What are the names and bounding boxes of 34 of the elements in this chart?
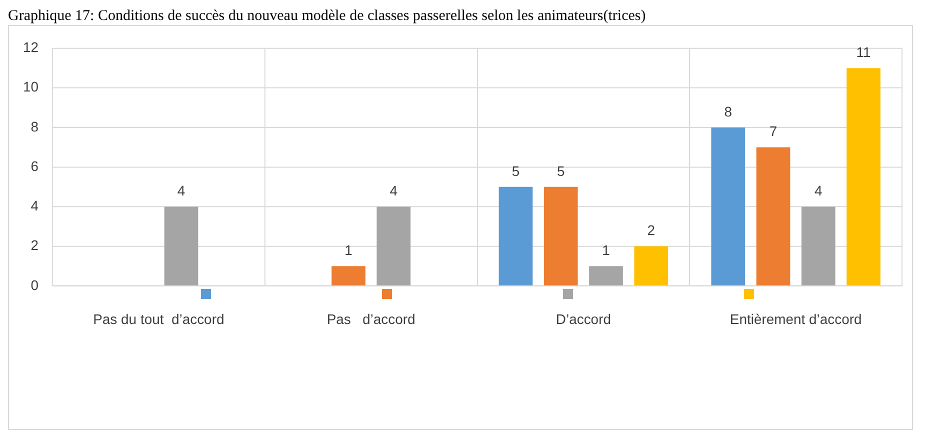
data-label: 5 (556, 162, 565, 179)
bar (544, 186, 578, 286)
data-label: 4 (177, 182, 186, 199)
data-label: 1 (344, 242, 353, 258)
data-label: 11 (856, 44, 872, 60)
x-tick-label: D’accord (556, 311, 611, 327)
data-label: 5 (512, 162, 520, 179)
bar (164, 206, 198, 286)
x-tick-label: Pas du tout d’accord (93, 311, 224, 327)
x-tick-label: Entièrement d’accord (730, 311, 862, 327)
bar (711, 127, 746, 286)
y-tick-label: 0 (30, 276, 39, 293)
data-label: 7 (769, 123, 778, 140)
bar (376, 206, 411, 286)
y-tick-label: 10 (22, 78, 39, 95)
bar (756, 147, 790, 286)
x-tick-label: Pas d’accord (326, 311, 416, 327)
bar (332, 266, 366, 286)
bar (634, 246, 668, 286)
bar (589, 266, 623, 286)
data-label: 4 (390, 182, 398, 199)
y-tick-label: 12 (22, 39, 39, 56)
bar (801, 206, 836, 286)
y-tick-label: 6 (30, 158, 39, 174)
y-tick-label: 4 (30, 198, 39, 214)
data-label: 2 (647, 222, 656, 238)
bar (498, 186, 533, 286)
data-label: 1 (602, 242, 610, 258)
chart-title: Graphique 17: Conditions de succès du nouveau modèle de classes passerelles selon les animateurs(trices) (8, 8, 647, 25)
data-label: 8 (724, 103, 732, 120)
bar (846, 68, 880, 286)
y-tick-label: 8 (30, 118, 39, 134)
data-label: 4 (814, 182, 823, 199)
y-tick-label: 2 (30, 237, 39, 254)
